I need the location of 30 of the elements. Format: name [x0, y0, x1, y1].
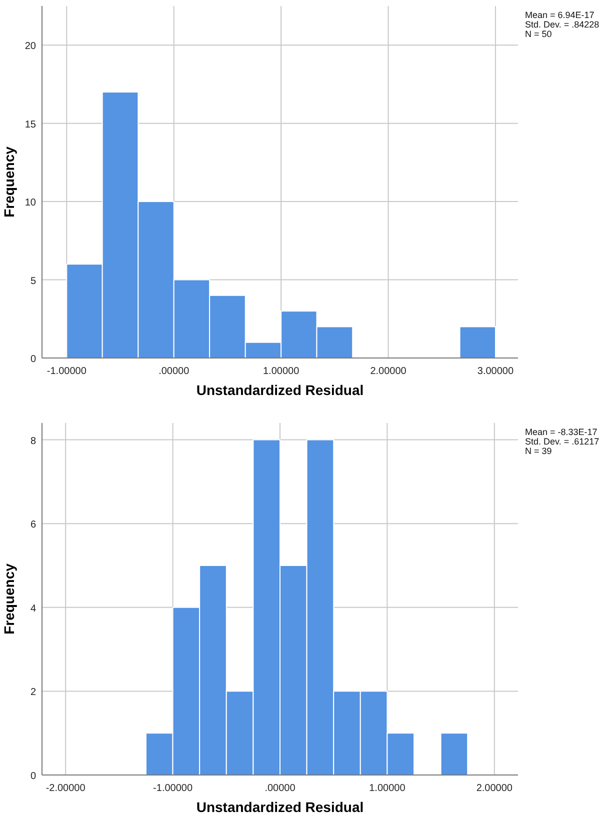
- y-tick-label: 2: [30, 687, 36, 698]
- text: Mean = 6.94E-17: [525, 10, 594, 20]
- text: Std. Dev. = .84228: [525, 20, 600, 30]
- y-tick-label: 10: [24, 198, 36, 209]
- x-tick-label: 2.00000: [476, 783, 513, 794]
- y-tick-label: 8: [30, 436, 36, 447]
- y-tick-label: 6: [30, 520, 36, 531]
- text: N = 39: [525, 446, 552, 456]
- y-tick-label: 0: [30, 771, 36, 782]
- y-tick-label: 20: [24, 41, 36, 52]
- y-tick-label: 5: [30, 276, 36, 287]
- y-tick-label: 4: [30, 603, 36, 614]
- y-axis-title: Frequency: [1, 563, 17, 634]
- y-tick-label: 15: [24, 119, 36, 130]
- text: Mean = -8.33E-17: [525, 427, 598, 437]
- x-tick-label: -2.00000: [46, 783, 86, 794]
- x-axis-title: Unstandardized Residual: [196, 382, 364, 398]
- x-tick-label: .00000: [158, 366, 190, 377]
- text: N = 50: [525, 29, 552, 39]
- x-tick-label: 1.00000: [369, 783, 406, 794]
- x-tick-label: 3.00000: [477, 366, 514, 377]
- x-tick-label: 2.00000: [370, 366, 407, 377]
- x-tick-label: -1.00000: [153, 783, 193, 794]
- y-axis-title: Frequency: [1, 146, 17, 218]
- text: Std. Dev. = .61217: [525, 436, 600, 446]
- x-tick-label: .00000: [264, 783, 296, 794]
- x-tick-label: -1.00000: [46, 366, 87, 377]
- y-tick-label: 0: [30, 354, 36, 365]
- x-tick-label: 1.00000: [262, 366, 300, 377]
- x-axis-title: Unstandardized Residual: [196, 799, 364, 815]
